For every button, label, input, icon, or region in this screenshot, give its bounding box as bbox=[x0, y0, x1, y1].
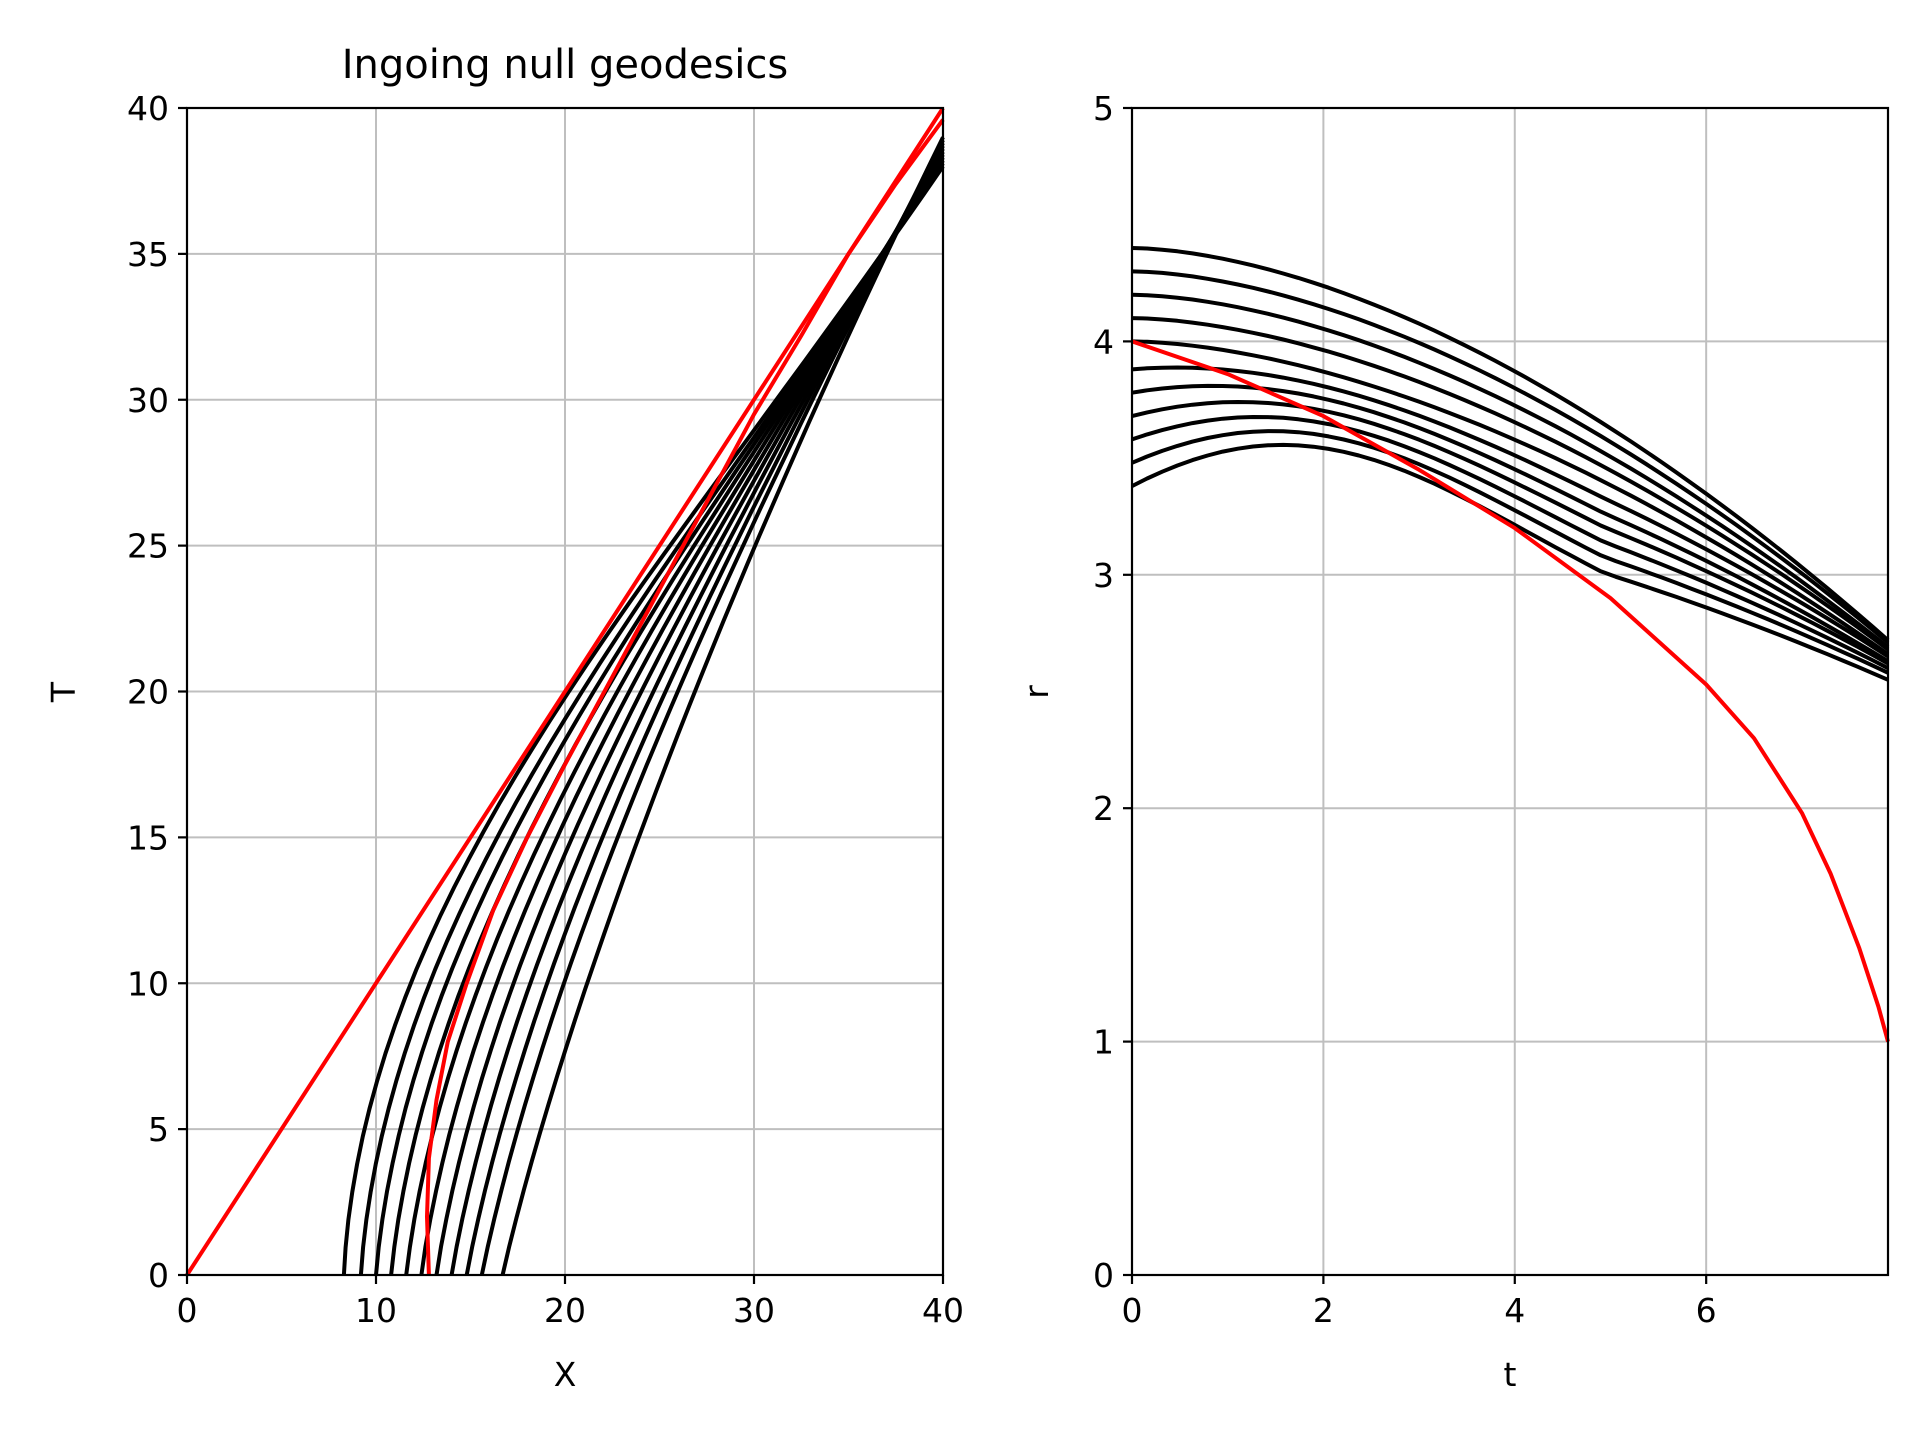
right-plot-r-vs-t: 0 2 4 6 0 1 2 3 4 5 t r bbox=[1017, 89, 1890, 1394]
left-red-curve bbox=[185, 106, 945, 1277]
right-curves bbox=[1131, 246, 1890, 1043]
left-curves bbox=[185, 106, 945, 1277]
right-black-curve bbox=[1131, 400, 1889, 666]
left-black-geodesic bbox=[374, 159, 945, 1276]
left-y-tick-label: 10 bbox=[127, 964, 169, 1003]
left-y-tick-label: 35 bbox=[127, 235, 169, 274]
right-grid bbox=[1131, 107, 1888, 1276]
left-plot-ingoing-null-geodesics: 0 10 20 30 40 0 5 10 15 20 25 30 35 40 Ingoing null g… bbox=[44, 42, 964, 1394]
right-y-tick-label: 2 bbox=[1093, 789, 1114, 828]
right-red-curve bbox=[1131, 339, 1890, 1043]
left-black-geodesic bbox=[434, 147, 945, 1276]
right-plot-frame bbox=[1130, 106, 1890, 1277]
right-black-curve bbox=[1131, 339, 1890, 656]
left-black-geodesic bbox=[464, 142, 945, 1276]
left-black-geodesic bbox=[419, 150, 945, 1276]
left-y-tick-label: 0 bbox=[148, 1256, 169, 1295]
right-x-tick-label: 2 bbox=[1313, 1291, 1334, 1330]
left-black-geodesic bbox=[341, 165, 945, 1276]
left-x-tick-label: 0 bbox=[177, 1291, 198, 1330]
left-plot-title: Ingoing null geodesics bbox=[342, 42, 788, 88]
right-y-tick-label: 5 bbox=[1093, 89, 1114, 128]
right-x-tick-label: 0 bbox=[1122, 1291, 1143, 1330]
right-black-curve bbox=[1131, 429, 1889, 675]
right-black-curve bbox=[1131, 442, 1889, 682]
left-y-tick-label: 40 bbox=[127, 89, 169, 128]
left-y-axis-label: T bbox=[44, 681, 83, 703]
right-black-curve bbox=[1131, 365, 1890, 659]
right-y-axis-label: r bbox=[1017, 685, 1056, 699]
right-x-tick-label: 6 bbox=[1696, 1291, 1717, 1330]
left-x-axis-label: X bbox=[554, 1355, 577, 1394]
left-black-geodesic bbox=[404, 153, 945, 1276]
right-black-curve bbox=[1131, 269, 1890, 645]
left-y-tick-label: 20 bbox=[127, 673, 169, 712]
right-black-curve bbox=[1131, 415, 1889, 670]
right-black-curve bbox=[1131, 246, 1890, 642]
right-x-tick-label: 4 bbox=[1504, 1291, 1525, 1330]
right-ticks: 0 2 4 6 0 1 2 3 4 5 bbox=[1093, 89, 1717, 1330]
left-y-tick-label: 30 bbox=[127, 381, 169, 420]
right-y-tick-label: 0 bbox=[1093, 1256, 1114, 1295]
right-y-tick-label: 3 bbox=[1093, 556, 1114, 595]
right-y-tick-label: 4 bbox=[1093, 322, 1114, 361]
left-y-tick-label: 5 bbox=[148, 1110, 169, 1149]
left-red-curve bbox=[425, 118, 945, 1276]
left-x-tick-label: 20 bbox=[544, 1291, 586, 1330]
right-x-axis-label: t bbox=[1504, 1355, 1517, 1394]
left-ticks: 0 10 20 30 40 0 5 10 15 20 25 30 35 40 bbox=[127, 89, 964, 1330]
left-y-tick-label: 25 bbox=[127, 527, 169, 566]
left-x-tick-label: 30 bbox=[733, 1291, 775, 1330]
left-black-geodesic bbox=[479, 139, 945, 1276]
right-black-curve bbox=[1131, 292, 1890, 649]
right-y-tick-label: 1 bbox=[1093, 1023, 1114, 1062]
left-black-geodesic bbox=[500, 136, 945, 1276]
right-black-curve bbox=[1131, 316, 1890, 652]
left-x-tick-label: 40 bbox=[922, 1291, 964, 1330]
left-y-tick-label: 15 bbox=[127, 818, 169, 857]
left-black-geodesic bbox=[449, 144, 945, 1276]
left-x-tick-label: 10 bbox=[355, 1291, 397, 1330]
